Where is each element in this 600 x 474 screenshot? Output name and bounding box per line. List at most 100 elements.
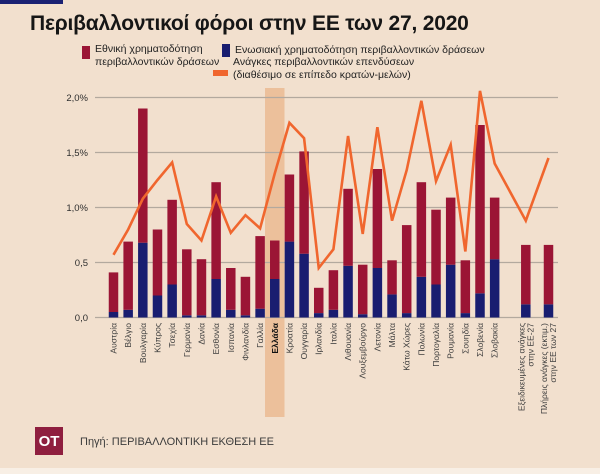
bar-segment-eu: [196, 315, 207, 318]
needs-line-swatch-icon: [213, 70, 228, 76]
bar-segment-national: [152, 229, 163, 296]
x-axis-label: Δανία: [196, 323, 206, 345]
x-axis-label: Ιταλία: [328, 323, 338, 345]
x-axis-label: Φινλανδία: [240, 323, 250, 361]
x-axis-label: Εσθονία: [211, 323, 221, 355]
bar-segment-national: [357, 264, 368, 315]
bar-segment-eu: [543, 304, 554, 318]
bar-segment-national: [313, 287, 324, 314]
legend-national-line2: περιβαλλοντικών δράσεων: [95, 55, 220, 68]
bar-segment-national: [489, 197, 500, 260]
bar-segment-eu: [416, 276, 427, 318]
bar-segment-eu: [357, 314, 368, 318]
bar-segment-eu: [401, 313, 412, 318]
national-funding-swatch-icon: [82, 46, 90, 59]
bar-segment-eu: [123, 309, 133, 318]
bar-segment-eu: [521, 304, 531, 318]
legend-item-national: Εθνική χρηματοδότηση περιβαλλοντικών δρά…: [95, 43, 219, 68]
accent-bar: [0, 0, 63, 4]
bar-segment-national: [240, 276, 251, 316]
x-axis-label: Εξειδικευμένες ανάγκες: [516, 323, 526, 411]
x-axis-label: Γαλλία: [255, 323, 265, 348]
x-axis-label: Σλοβενία: [475, 323, 485, 357]
bar-segment-national: [284, 174, 295, 242]
bar-segment-eu: [211, 279, 221, 318]
x-axis-label: Βουλγαρία: [138, 323, 148, 363]
bar-segment-national: [416, 182, 427, 277]
bar-segment-national: [401, 225, 412, 314]
legend-needs-line2: (διαθέσιμο σε επίπεδο κρατών-μελών): [233, 68, 411, 81]
x-axis-label: Σλοβακία: [490, 323, 500, 358]
source-text: Πηγή: ΠΕΡΙΒΑΛΛΟΝΤΙΚΗ ΕΚΘΕΣΗ ΕΕ: [80, 436, 274, 448]
bar-segment-national: [475, 125, 485, 294]
bar-segment-eu: [299, 253, 309, 318]
x-axis-label: Κύπρος: [152, 323, 162, 353]
x-axis-label: Ουγγαρία: [299, 323, 309, 359]
x-axis-label: Τσεχία: [167, 323, 177, 348]
x-axis-label: στην ΕΕ-27: [525, 323, 535, 367]
bar-segment-eu: [270, 279, 280, 318]
bar-segment-eu: [138, 242, 148, 318]
legend-item-eu: Ενωσιακή χρηματοδότηση περιβαλλοντικών δ…: [235, 44, 485, 56]
bar-segment-eu: [255, 308, 265, 318]
bar-segment-eu: [226, 309, 236, 318]
x-axis-label: Πολωνία: [416, 323, 426, 356]
bar-segment-eu: [489, 259, 500, 318]
x-axis-label: Ρουμανία: [446, 323, 456, 359]
eu-funding-swatch-icon: [222, 44, 230, 57]
bar-segment-national: [299, 151, 309, 254]
bar-segment-national: [270, 240, 280, 279]
bar-segment-national: [521, 244, 531, 305]
bar-segment-national: [226, 268, 236, 310]
legend-needs-line1: Ανάγκες περιβαλλοντικών επενδύσεων: [233, 56, 415, 68]
bar-segment-national: [123, 241, 133, 310]
y-axis-label: 0,0: [75, 313, 88, 324]
bar-segment-eu: [108, 312, 119, 318]
bar-segment-national: [343, 188, 353, 266]
ot-logo: OT: [35, 427, 63, 455]
x-axis-label: Ιρλανδία: [314, 323, 324, 355]
bar-segment-national: [138, 108, 148, 243]
bar-segment-eu: [167, 284, 177, 318]
x-axis-label: Αυστρία: [109, 323, 119, 354]
x-axis-label: Βέλγιο: [123, 323, 133, 348]
y-axis-label: 1,0%: [66, 203, 88, 214]
bar-segment-national: [211, 182, 221, 279]
legend-item-needs: Ανάγκες περιβαλλοντικών επενδύσεων (διαθ…: [233, 56, 414, 81]
bar-segment-eu: [313, 313, 324, 318]
x-axis-label: Κροατία: [284, 323, 294, 353]
legend-national-line1: Εθνική χρηματοδότηση: [95, 43, 203, 55]
x-axis-label: στην ΕΕ των 27: [548, 323, 558, 383]
x-axis-label: Πλήρεις ανάγκες (εκτιμ.): [539, 323, 549, 414]
x-axis-label: Σουηδία: [460, 323, 470, 354]
bar-segment-national: [196, 259, 207, 316]
bottom-strip: [0, 468, 600, 474]
x-axis-label: Πορτογαλία: [431, 323, 441, 367]
x-axis-label: Λιθουανία: [343, 323, 353, 361]
bar-segment-national: [108, 272, 119, 312]
y-axis-label: 0,5: [75, 258, 88, 269]
bar-segment-eu: [284, 241, 295, 318]
bar-segment-national: [387, 260, 397, 295]
bar-segment-eu: [372, 268, 383, 318]
chart-title: Περιβαλλοντικοί φόροι στην ΕΕ των 27, 20…: [30, 12, 469, 35]
bar-segment-national: [460, 260, 471, 314]
bar-segment-national: [445, 197, 456, 265]
bar-segment-eu: [431, 284, 441, 318]
bar-segment-national: [431, 209, 441, 285]
bar-segment-eu: [152, 295, 163, 318]
x-axis-label: Κάτω Χώρες: [402, 323, 412, 371]
x-axis-label: Ελλάδα: [270, 322, 280, 353]
bar-segment-eu: [475, 293, 485, 318]
y-axis-label: 2,0%: [66, 93, 88, 104]
bar-segment-national: [328, 270, 339, 310]
bar-segment-national: [182, 249, 192, 316]
x-axis-label: Μάλτα: [387, 323, 397, 347]
bar-segment-eu: [240, 315, 251, 318]
x-axis-label: Λετονία: [372, 323, 382, 352]
bar-segment-eu: [445, 264, 456, 318]
y-axis-label: 1,5%: [66, 148, 88, 159]
x-axis-label: Ισπανία: [226, 323, 236, 352]
bar-segment-eu: [182, 315, 192, 318]
